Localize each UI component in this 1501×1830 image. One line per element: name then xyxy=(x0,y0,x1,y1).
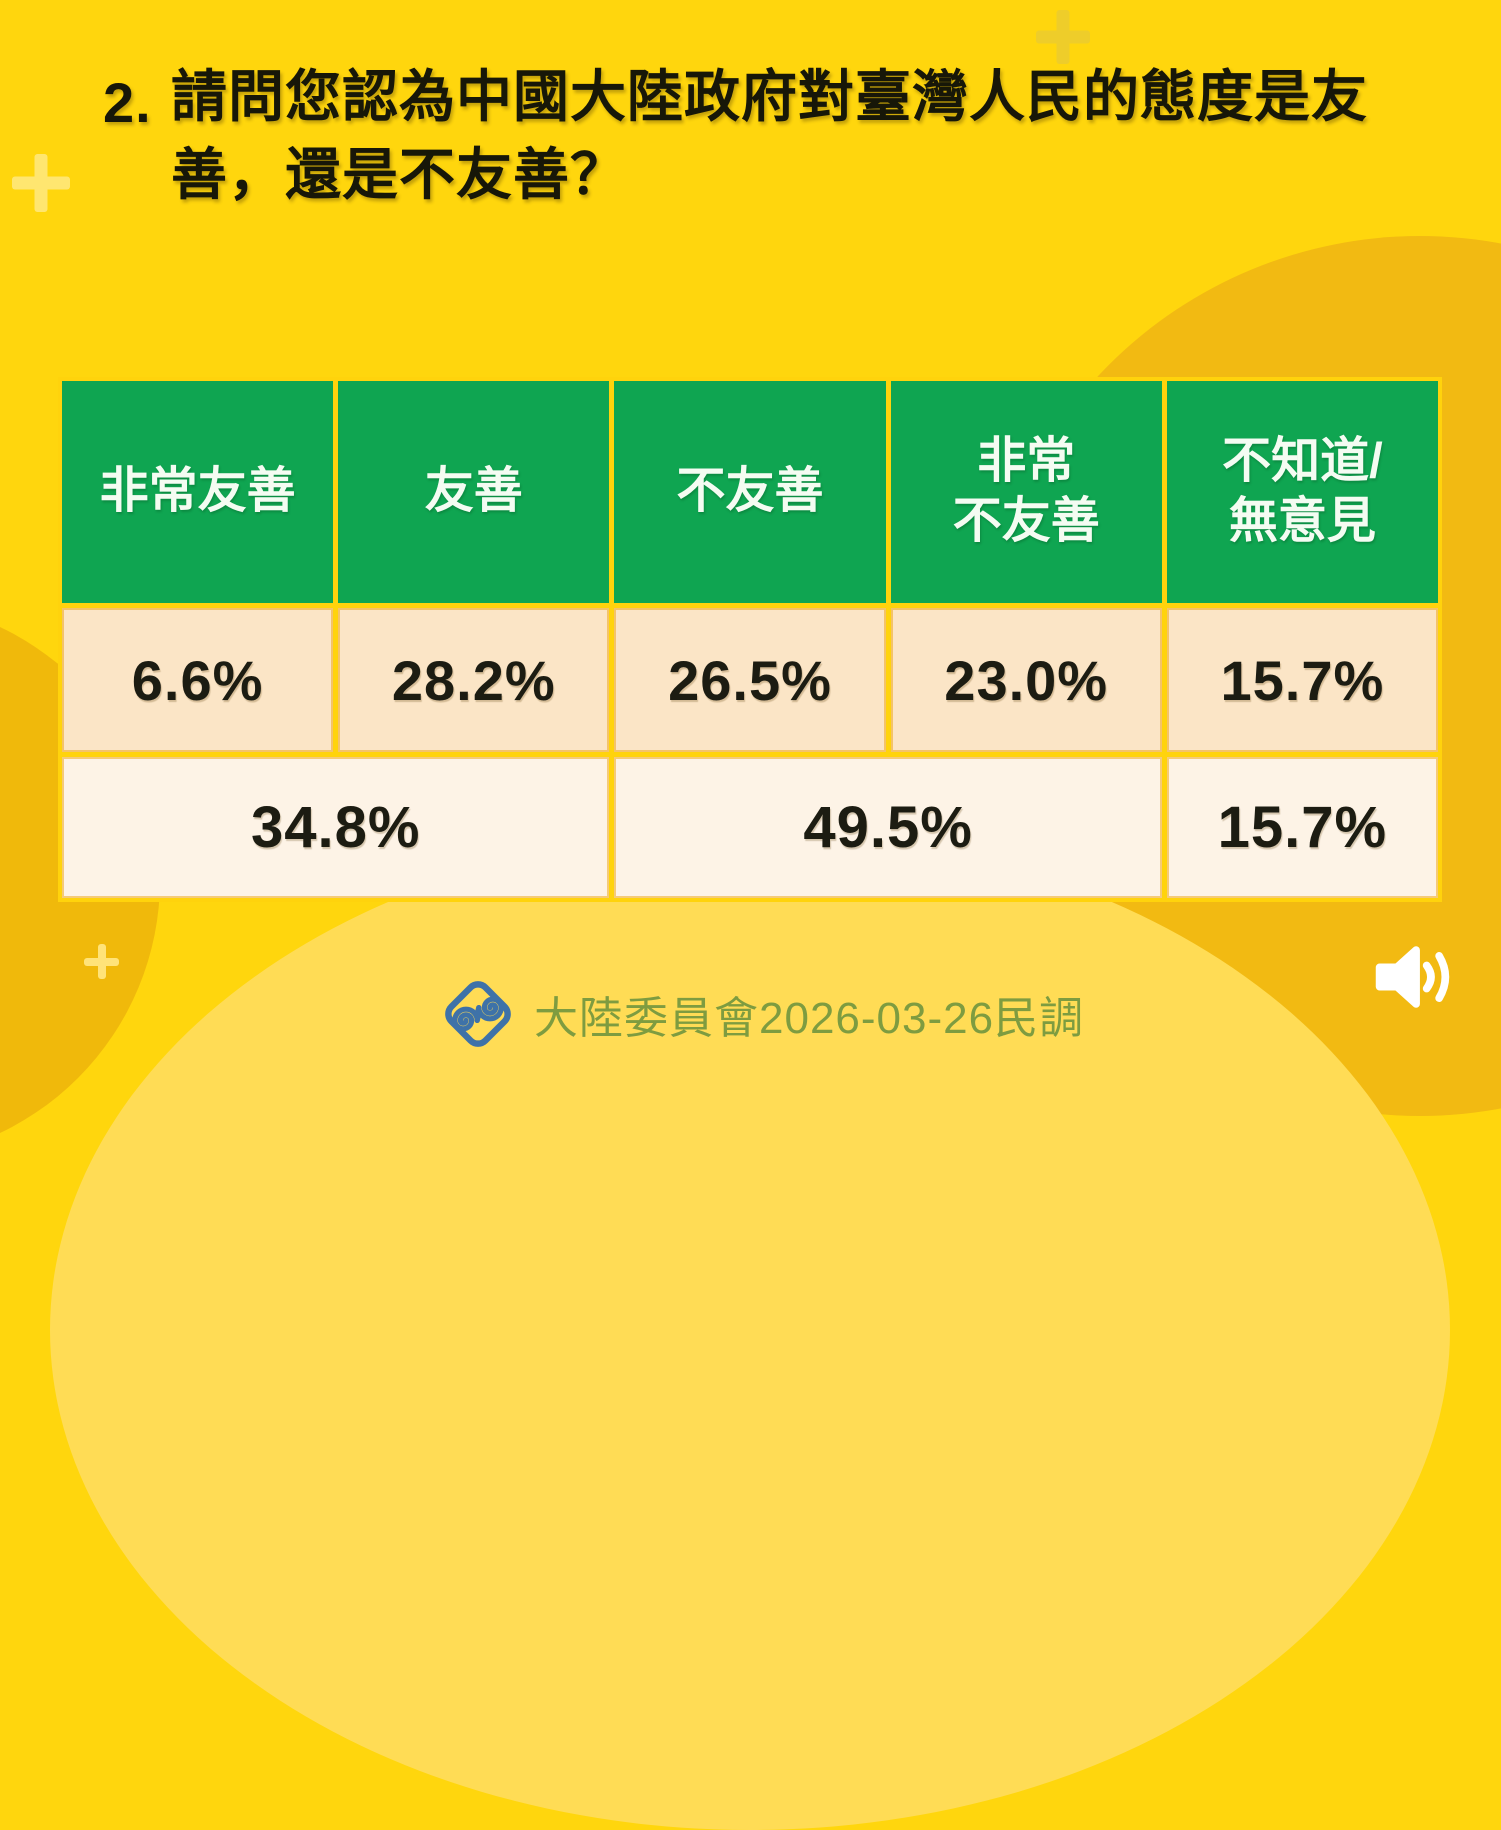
question-number: 2. xyxy=(103,71,152,134)
table-value-dont-know: 15.7% xyxy=(1166,608,1438,752)
table-value-very-unfriendly: 23.0% xyxy=(890,608,1162,752)
plus-decoration-top xyxy=(1036,10,1090,64)
header-label: 非常 xyxy=(977,434,1076,489)
table-header-very-friendly: 非常友善 xyxy=(62,381,334,603)
table-header-dont-know: 不知道/ 無意見 xyxy=(1166,381,1438,603)
footer: 大陸委員會2026-03-26民調 xyxy=(438,972,1084,1056)
question-text: 請問您認為中國大陸政府對臺灣人民的態度是友 善，還是不友善？ xyxy=(171,58,1443,215)
question-text-line1: 請問您認為中國大陸政府對臺灣人民的態度是友 xyxy=(171,65,1368,128)
question-title: 2. 請問您認為中國大陸政府對臺灣人民的態度是友 善，還是不友善？ xyxy=(103,58,1443,215)
table-header-unfriendly: 不友善 xyxy=(614,381,886,603)
header-label: 不友善 xyxy=(676,464,824,519)
source-caption: 大陸委員會2026-03-26民調 xyxy=(534,994,1085,1043)
plus-decoration-left xyxy=(12,154,70,212)
table-header-very-unfriendly: 非常 不友善 xyxy=(890,381,1162,603)
poll-results-table: 非常友善 友善 不友善 非常 不友善 不知道/ 無意見 6.6% 28.2% 2… xyxy=(58,377,1442,902)
header-label-line2: 無意見 xyxy=(1228,494,1376,548)
table-value-unfriendly: 26.5% xyxy=(614,608,886,752)
table-summary-unfriendly-total: 49.5% xyxy=(614,757,1162,898)
header-label: 不知道/ xyxy=(1222,434,1383,489)
table-header-friendly: 友善 xyxy=(338,381,610,603)
table-value-very-friendly: 6.6% xyxy=(62,608,334,752)
plus-decoration-bottom xyxy=(84,944,119,979)
header-label-line2: 不友善 xyxy=(952,494,1100,548)
mac-swirl-logo-icon xyxy=(445,981,511,1047)
table-summary-dont-know: 15.7% xyxy=(1166,757,1438,898)
header-label: 友善 xyxy=(424,464,523,519)
question-text-line2: 善，還是不友善？ xyxy=(171,143,627,207)
table-value-friendly: 28.2% xyxy=(338,608,610,752)
table-summary-friendly-total: 34.8% xyxy=(62,757,610,898)
header-label: 非常友善 xyxy=(99,464,296,519)
speaker-icon[interactable] xyxy=(1370,938,1466,1016)
